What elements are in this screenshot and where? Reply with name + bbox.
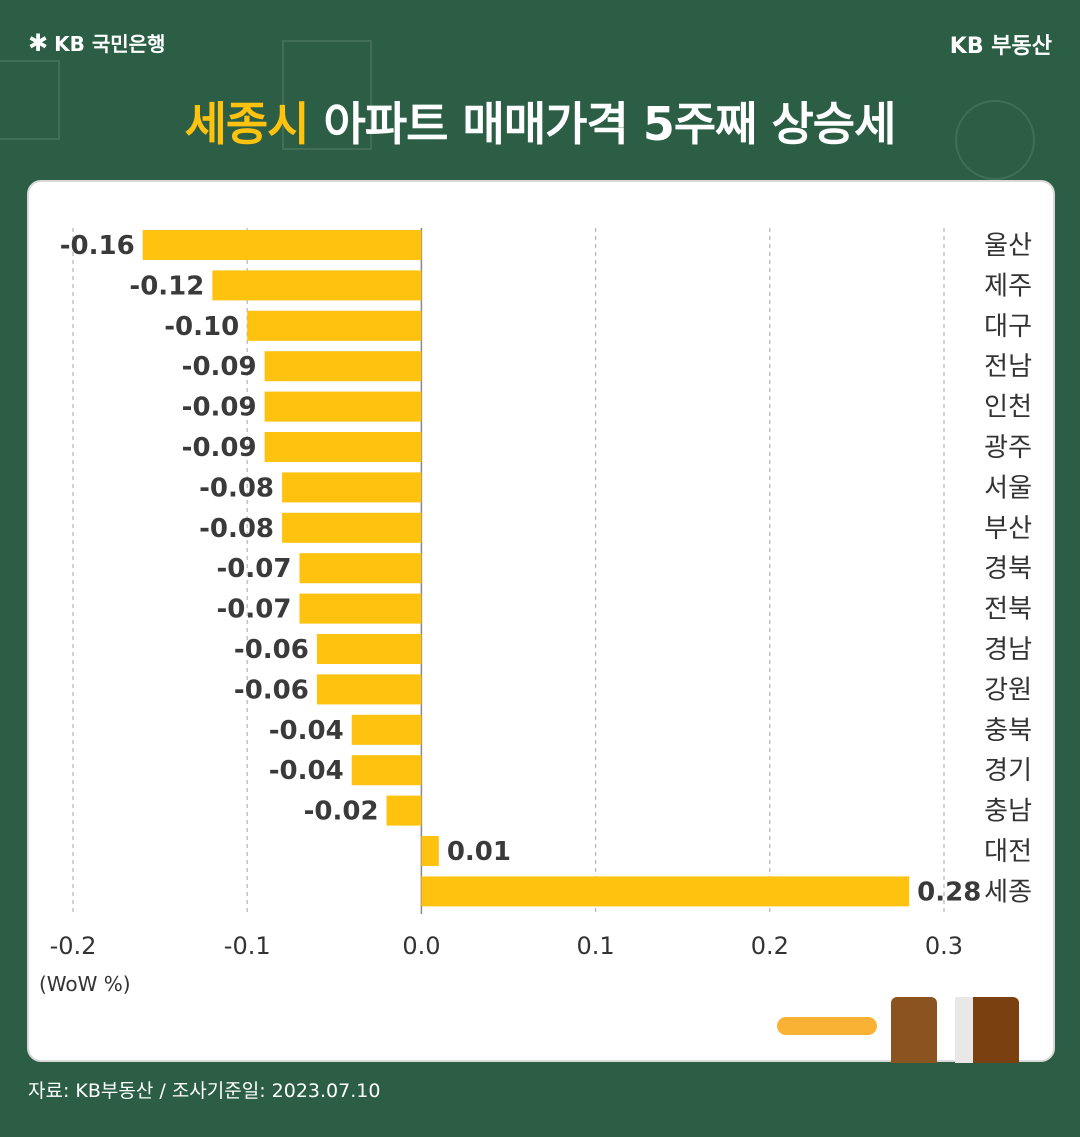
deco-book [891,997,937,1063]
category-label: 강원 [984,675,1032,705]
bar-chart: -0.2 -0.1 0.0 0.1 0.2 0.3 -0.16 울산 -0.12 제주 -0.10 대… [50,228,1032,960]
deco-outline-left [0,60,60,140]
data-label: -0.09 [182,352,257,382]
kb-kookmin-logo: ✱ KB 국민은행 [28,28,165,57]
bar [299,553,422,584]
x-tick-label: 0.3 [925,932,963,960]
data-label: -0.09 [182,433,257,463]
chart-card: -0.2 -0.1 0.0 0.1 0.2 0.3 -0.16 울산 -0.12 제주 -0.10 대… [27,180,1055,1063]
bar [421,876,910,907]
category-label: 서울 [984,473,1032,503]
bar [421,836,439,866]
bar [351,714,422,745]
data-label: -0.06 [234,635,309,665]
category-label: 충남 [984,797,1032,827]
data-label: -0.12 [129,271,204,301]
bar [264,391,422,422]
deco-outline-building [282,40,372,150]
x-tick-label: -0.1 [224,932,271,960]
category-label: 전북 [984,595,1032,625]
bar [316,674,422,705]
data-label: -0.07 [217,554,292,584]
unit-label: (WoW %) [39,972,131,996]
category-label: 광주 [984,433,1032,463]
category-label: 세종 [984,877,1032,907]
category-label: 대구 [984,312,1032,342]
deco-pill [777,1017,877,1035]
source-footer: 자료: KB부동산 / 조사기준일: 2023.07.10 [28,1080,381,1102]
x-tick-label: -0.2 [50,932,97,960]
category-label: 경남 [984,635,1032,665]
category-label: 충북 [984,716,1032,746]
bar [316,634,422,664]
data-label: -0.08 [199,473,274,503]
brand-left-text: KB 국민은행 [54,32,166,56]
category-label: 제주 [984,271,1032,301]
page-title: 세종시 아파트 매매가격 5주째 상승세 [0,88,1080,154]
data-label: -0.02 [304,797,379,827]
x-tick-label: 0.1 [577,932,615,960]
category-label: 부산 [984,514,1032,544]
title-highlight: 세종시 [184,97,310,151]
data-label: -0.06 [234,675,309,705]
data-label: 0.01 [447,837,511,867]
x-tick-label: 0.2 [751,932,789,960]
bar [282,472,422,503]
bar [299,593,422,624]
bar [282,512,422,543]
deco-book [955,997,973,1063]
bar [351,755,422,786]
data-label: -0.09 [182,393,257,423]
data-label: -0.04 [269,756,344,786]
data-label: -0.04 [269,716,344,746]
data-label: -0.16 [60,231,135,261]
category-label: 울산 [984,231,1032,261]
bar [212,270,422,301]
title-rest: 아파트 매매가격 5주째 상승세 [308,97,897,151]
bar [264,351,422,382]
deco-outline-right [955,100,1035,180]
deco-book [973,997,1019,1063]
category-label: 경북 [984,554,1032,584]
bar [247,310,422,341]
category-label: 경기 [984,756,1032,786]
data-label: -0.07 [217,595,292,625]
data-label: -0.08 [199,514,274,544]
bar [386,795,422,826]
x-tick-label: 0.0 [402,932,440,960]
category-label: 전남 [984,352,1032,382]
category-label: 대전 [984,837,1032,867]
category-label: 인천 [984,393,1032,423]
bar [264,432,422,462]
kb-real-estate-logo: KB 부동산 [949,34,1052,59]
bar [142,230,422,260]
data-label: -0.10 [164,312,239,342]
data-label: 0.28 [917,877,981,907]
kb-star-icon: ✱ [28,28,49,57]
